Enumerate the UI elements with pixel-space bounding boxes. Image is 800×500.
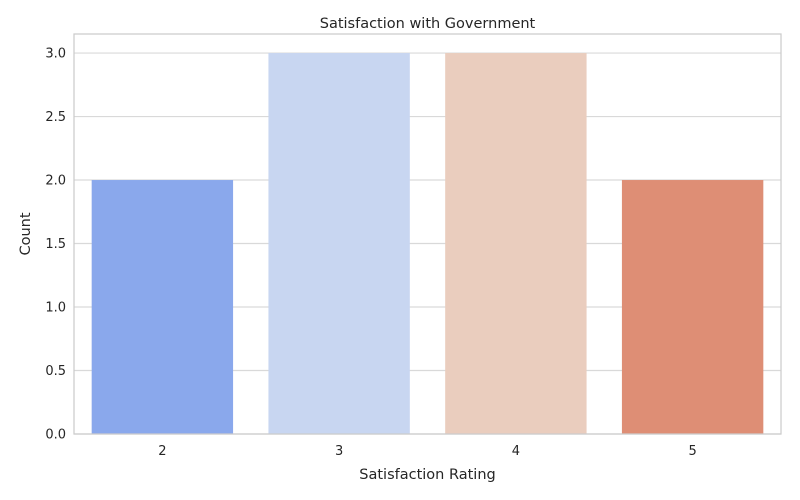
plot-frame	[73, 33, 782, 435]
chart-title: Satisfaction with Government	[320, 16, 536, 32]
bar-3	[268, 53, 410, 435]
x-tick-label: 2	[158, 444, 166, 459]
y-tick-label: 0.0	[45, 428, 66, 443]
bars	[91, 53, 764, 435]
y-tick-label: 3.0	[45, 47, 66, 62]
y-tick-label: 0.5	[45, 364, 66, 379]
y-tick-label: 2.5	[45, 110, 66, 125]
x-tick-labels: 2 3 4 5	[158, 444, 697, 459]
y-tick-labels: 0.0 0.5 1.0 1.5 2.0 2.5 3.0	[45, 47, 66, 443]
y-tick-label: 1.0	[45, 301, 66, 316]
bar-2	[91, 180, 234, 434]
bar-5	[621, 180, 764, 434]
x-axis-label: Satisfaction Rating	[359, 467, 495, 483]
y-axis-label: Count	[18, 212, 34, 255]
x-tick-label: 5	[688, 444, 696, 459]
x-tick-label: 4	[512, 444, 520, 459]
bar-4	[445, 53, 587, 435]
y-tick-label: 1.5	[45, 237, 66, 252]
y-tick-label: 2.0	[45, 174, 66, 189]
x-tick-label: 3	[335, 444, 343, 459]
